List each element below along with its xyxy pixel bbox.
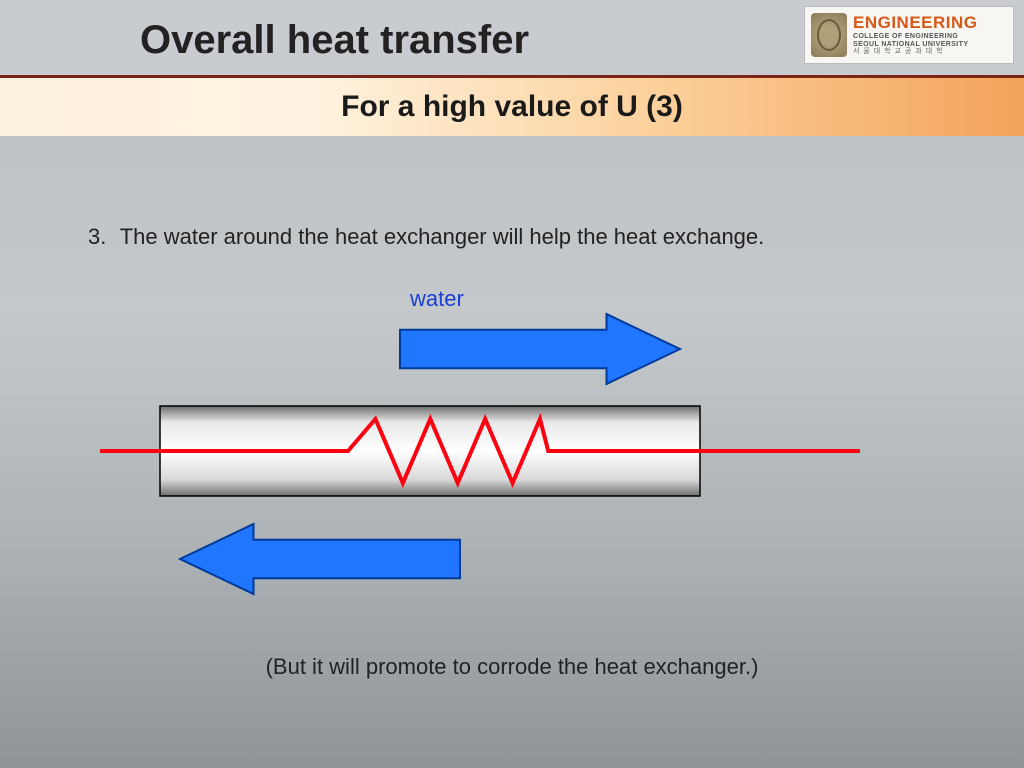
university-logo: ENGINEERING COLLEGE OF ENGINEERING SEOUL… [804,6,1014,64]
logo-emblem-icon [811,13,847,57]
header: Overall heat transfer ENGINEERING COLLEG… [0,0,1024,78]
item-text: The water around the heat exchanger will… [120,224,765,249]
footnote-text: (But it will promote to corrode the heat… [0,654,1024,680]
diagram-svg [100,286,924,666]
top-arrow-icon [400,314,680,384]
logo-line-4: 서 울 대 학 교 공 과 대 학 [853,48,978,56]
logo-line-2: COLLEGE OF ENGINEERING [853,33,978,41]
subheader: For a high value of U (3) [0,78,1024,136]
bottom-arrow-icon [180,524,460,594]
body-text: 3. The water around the heat exchanger w… [88,224,764,250]
logo-text: ENGINEERING COLLEGE OF ENGINEERING SEOUL… [853,14,978,56]
logo-line-1: ENGINEERING [853,14,978,33]
page-title: Overall heat transfer [140,18,529,63]
content-area: 3. The water around the heat exchanger w… [0,136,1024,765]
heat-exchanger-diagram: water [100,286,924,666]
water-label: water [410,286,464,312]
item-number: 3. [88,224,114,250]
sub-title: For a high value of U (3) [341,90,683,124]
